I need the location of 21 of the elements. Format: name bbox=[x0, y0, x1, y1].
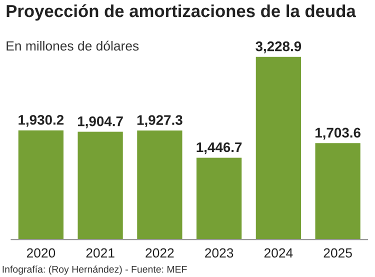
chart-subtitle: En millones de dólares bbox=[6, 40, 139, 51]
bar bbox=[315, 143, 360, 240]
bar bbox=[18, 130, 64, 240]
data-label: 1,930.2 bbox=[18, 114, 64, 127]
bar bbox=[196, 158, 242, 240]
x-tick-label: 2024 bbox=[264, 248, 293, 258]
data-label: 1,927.3 bbox=[137, 115, 182, 127]
bar bbox=[256, 56, 301, 240]
bar bbox=[78, 132, 123, 240]
x-tick-label: 2023 bbox=[205, 248, 234, 258]
text: Infografía: (Roy Hernández) - Fuente: MEF bbox=[2, 265, 187, 275]
data-label: 1,446.7 bbox=[196, 142, 242, 154]
data-label: 3,228.9 bbox=[256, 41, 302, 54]
data-label: 1,703.6 bbox=[316, 128, 360, 140]
bar bbox=[137, 130, 182, 240]
chart-title: Proyección de amortizaciones de la deuda bbox=[6, 4, 356, 21]
x-tick-label: 2021 bbox=[86, 248, 114, 258]
data-label: 1,904.7 bbox=[78, 116, 123, 128]
x-tick-label: 2025 bbox=[324, 248, 352, 258]
x-tick-label: 2022 bbox=[146, 248, 174, 258]
x-tick-label: 2020 bbox=[26, 248, 56, 258]
